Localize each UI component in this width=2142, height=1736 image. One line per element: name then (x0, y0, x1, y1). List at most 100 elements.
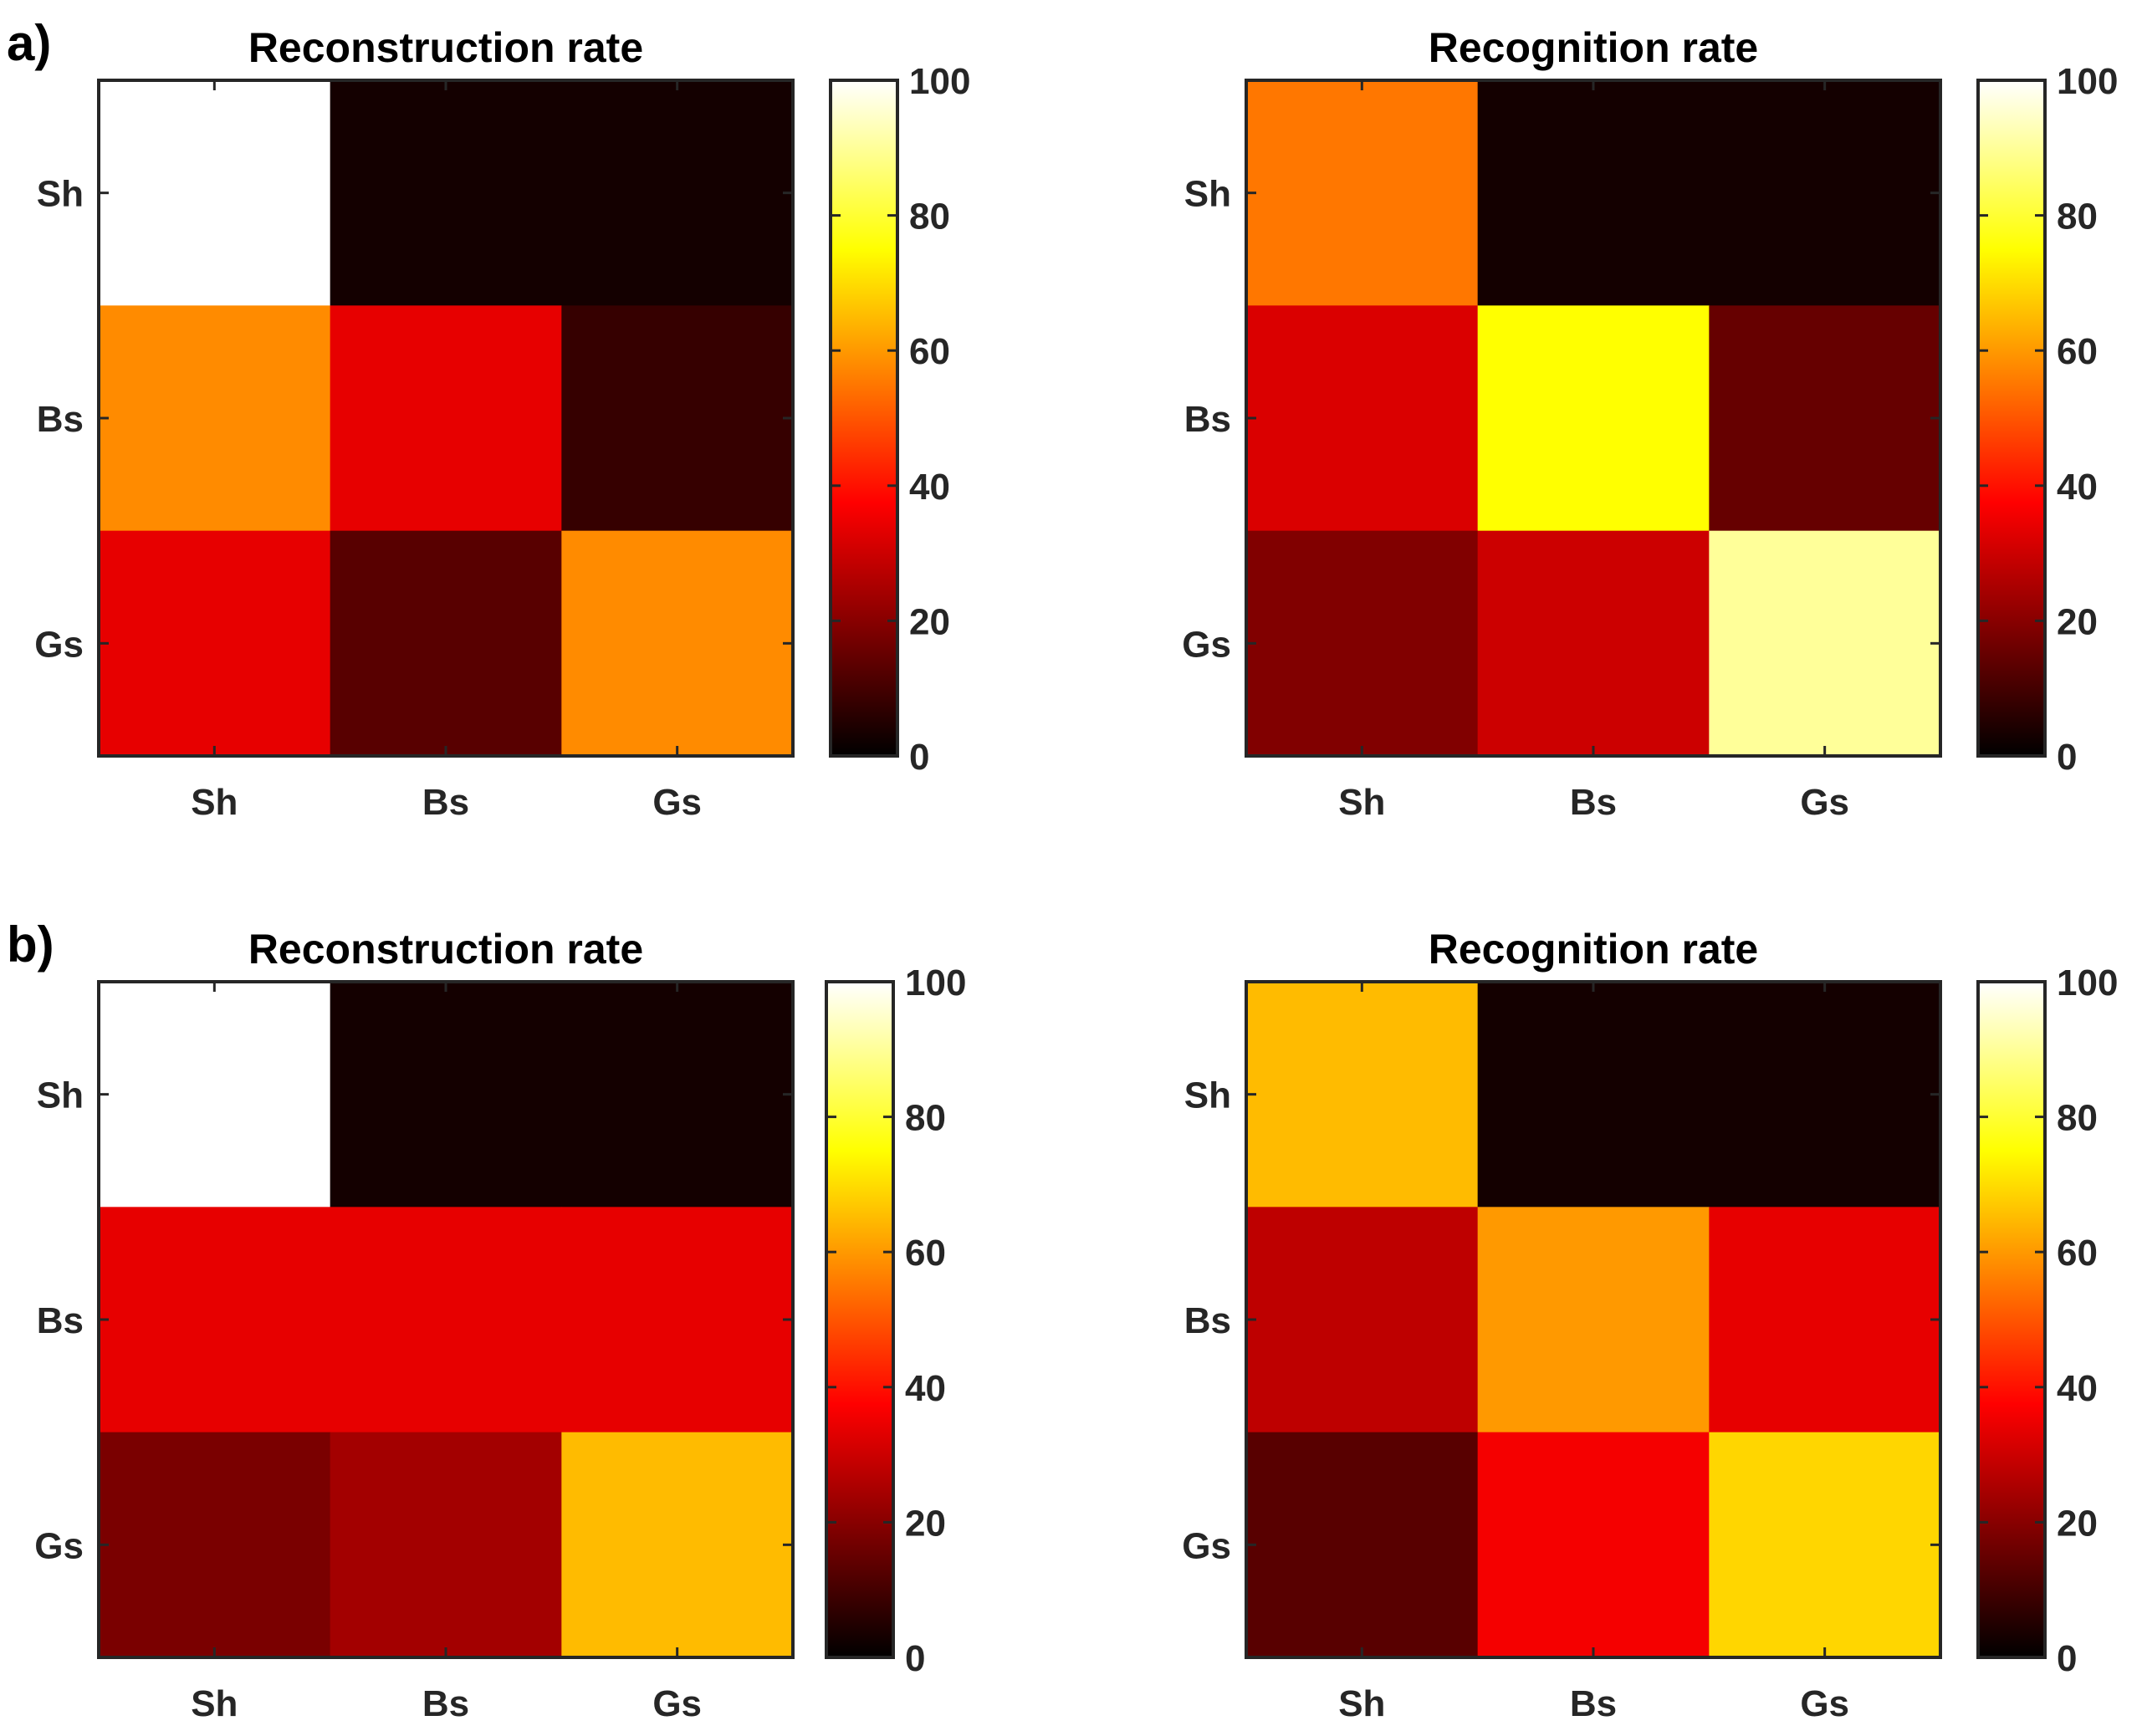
colorbar-tick-label-60: 60 (2057, 1233, 2098, 1274)
colorbar-frame (1976, 79, 2047, 758)
heatmap-cell-bs-sh (1246, 1207, 1479, 1433)
x-tick-label-gs: Gs (1800, 1683, 1849, 1724)
colorbar-tick-label-80: 80 (2057, 197, 2098, 237)
heatmap-cell-gs-sh (1246, 1432, 1479, 1658)
heatmap-cell-gs-bs (330, 1432, 562, 1658)
heatmap-cell-bs-sh (99, 1207, 331, 1433)
y-tick-label-sh: Sh (1184, 1075, 1231, 1116)
colorbar-tick-label-60: 60 (905, 1233, 946, 1274)
x-tick-label-bs: Bs (1570, 782, 1617, 823)
colorbar-tick-label-0: 0 (909, 737, 929, 778)
colorbar-tick-label-60: 60 (2057, 331, 2098, 372)
heatmap-cell-sh-bs (330, 80, 562, 306)
chart-title: Reconstruction rate (248, 926, 643, 973)
colorbar-tick-label-0: 0 (905, 1638, 925, 1679)
heatmap-cell-sh-gs (561, 982, 794, 1208)
x-tick-label-sh: Sh (1338, 782, 1385, 823)
heatmap-cell-sh-gs (1709, 80, 1941, 306)
heatmap-cell-gs-bs (1477, 1432, 1710, 1658)
x-tick-label-gs: Gs (1800, 782, 1849, 823)
panel-label-a: a) (7, 15, 51, 71)
x-tick-label-sh: Sh (191, 782, 238, 823)
colorbar-tick-label-40: 40 (2057, 467, 2098, 508)
y-tick-label-gs: Gs (1182, 1525, 1231, 1566)
heatmap-cell-gs-gs (561, 1432, 794, 1658)
x-tick-label-sh: Sh (191, 1683, 238, 1724)
colorbar (826, 982, 893, 1657)
heatmap-cell-sh-sh (1246, 982, 1479, 1208)
colorbar (1978, 80, 2045, 756)
colorbar-tick-label-100: 100 (2057, 61, 2118, 102)
colorbar-tick-label-20: 20 (2057, 1503, 2098, 1544)
chart-title: Reconstruction rate (248, 24, 643, 71)
colorbar-tick-label-20: 20 (2057, 601, 2098, 642)
heatmap-cell-sh-bs (1477, 982, 1710, 1208)
heatmap-cell-bs-bs (1477, 1207, 1710, 1433)
heatmap-cell-gs-sh (99, 530, 331, 757)
heatmap-cell-sh-sh (1246, 80, 1479, 306)
colorbar (831, 80, 897, 756)
x-tick-label-bs: Bs (1570, 1683, 1617, 1724)
colorbar-tick-label-20: 20 (909, 601, 950, 642)
colorbar-tick-label-100: 100 (905, 962, 966, 1003)
chart-title: Recognition rate (1429, 24, 1758, 71)
x-tick-label-sh: Sh (1338, 1683, 1385, 1724)
y-tick-label-gs: Gs (34, 624, 84, 665)
heatmap-cell-bs-gs (561, 305, 794, 532)
heatmap-cell-gs-bs (330, 530, 562, 757)
y-tick-label-gs: Gs (1182, 624, 1231, 665)
heatmap-cell-bs-gs (1709, 305, 1941, 532)
heatmap-b-reconstruction: Sh Bs Gs Sh Bs Gs Reconstruction rate 0 20 40 60 80… (34, 926, 966, 1724)
panel-label-b: b) (7, 917, 54, 973)
heatmap-cell-bs-gs (1709, 1207, 1941, 1433)
colorbar-frame (829, 79, 899, 758)
heatmap-cell-bs-bs (330, 305, 562, 532)
heatmap-cell-gs-gs (1709, 1432, 1941, 1658)
x-tick-label-bs: Bs (422, 782, 469, 823)
heatmap-cell-sh-sh (99, 982, 331, 1208)
y-tick-label-bs: Bs (37, 399, 84, 440)
colorbar-tick-label-60: 60 (909, 331, 950, 372)
colorbar-tick-label-40: 40 (909, 467, 950, 508)
y-tick-label-sh: Sh (37, 174, 84, 215)
colorbar-tick-label-80: 80 (2057, 1098, 2098, 1139)
heatmap-cell-bs-bs (1477, 305, 1710, 532)
heatmap-cell-gs-sh (1246, 530, 1479, 757)
colorbar-tick-label-0: 0 (2057, 737, 2077, 778)
colorbar-tick-label-20: 20 (905, 1503, 946, 1544)
colorbar-tick-label-0: 0 (2057, 1638, 2077, 1679)
y-tick-label-gs: Gs (34, 1525, 84, 1566)
colorbar-tick-label-40: 40 (905, 1368, 946, 1409)
y-tick-label-sh: Sh (37, 1075, 84, 1116)
x-tick-label-bs: Bs (422, 1683, 469, 1724)
heatmap-cell-bs-gs (561, 1207, 794, 1433)
heatmap-a-recognition: Sh Bs Gs Sh Bs Gs Recognition rate 0 20 40 60 80 100 (1182, 24, 2118, 823)
colorbar (1978, 982, 2045, 1657)
y-tick-label-bs: Bs (1184, 399, 1231, 440)
heatmap-cell-sh-bs (330, 982, 562, 1208)
x-tick-label-gs: Gs (652, 782, 702, 823)
heatmap-cell-bs-sh (1246, 305, 1479, 532)
colorbar-tick-label-80: 80 (905, 1098, 946, 1139)
colorbar-tick-label-40: 40 (2057, 1368, 2098, 1409)
y-tick-label-bs: Bs (1184, 1300, 1231, 1341)
heatmap-a-reconstruction: Sh Bs Gs Sh Bs Gs Reconstruction rate 0 20 40 60 80… (34, 24, 970, 823)
y-tick-label-bs: Bs (37, 1300, 84, 1341)
chart-title: Recognition rate (1429, 926, 1758, 973)
heatmap-cell-sh-gs (1709, 982, 1941, 1208)
heatmap-cell-sh-bs (1477, 80, 1710, 306)
heatmap-cell-gs-gs (561, 530, 794, 757)
colorbar-frame (825, 980, 895, 1659)
heatmap-b-recognition: Sh Bs Gs Sh Bs Gs Recognition rate 0 20 40 60 80 100 (1182, 926, 2118, 1724)
heatmap-cell-bs-sh (99, 305, 331, 532)
colorbar-tick-label-100: 100 (909, 61, 970, 102)
heatmap-cell-sh-sh (99, 80, 331, 306)
colorbar-tick-label-100: 100 (2057, 962, 2118, 1003)
heatmap-cell-sh-gs (561, 80, 794, 306)
heatmap-cell-gs-gs (1709, 530, 1941, 757)
x-tick-label-gs: Gs (652, 1683, 702, 1724)
y-tick-label-sh: Sh (1184, 174, 1231, 215)
heatmap-cell-gs-sh (99, 1432, 331, 1658)
colorbar-frame (1976, 980, 2047, 1659)
